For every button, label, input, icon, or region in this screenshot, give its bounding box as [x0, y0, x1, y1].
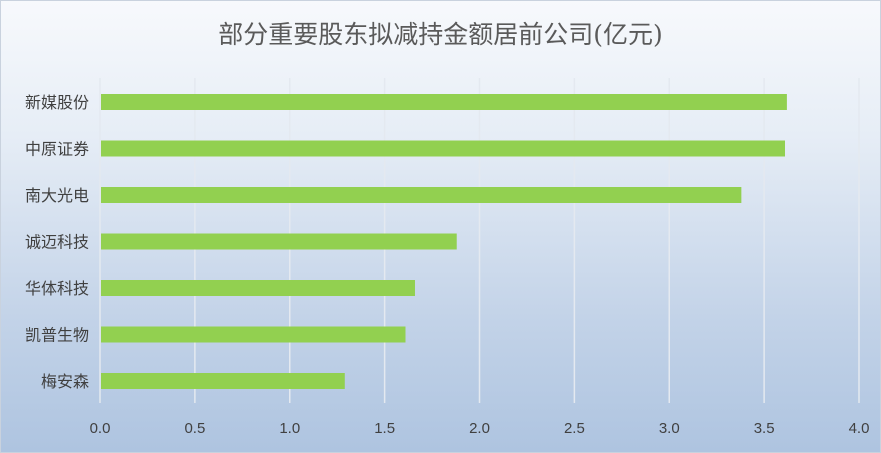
x-tick-label-6: 3.0: [659, 420, 680, 437]
x-tick-label-2: 1.0: [279, 420, 300, 437]
category-label-6: 梅安森: [41, 372, 89, 391]
category-label-4: 华体科技: [25, 279, 89, 298]
bar-6: [101, 373, 345, 389]
bar-2: [101, 187, 742, 203]
bar-3: [101, 233, 457, 250]
category-label-2: 南大光电: [25, 186, 89, 205]
chart-title: 部分重要股东拟减持金额居前公司(亿元): [218, 20, 663, 49]
x-tick-label-1: 0.5: [184, 420, 205, 437]
x-tick-labels: 0.0 0.5 1.0 1.5 2.0 2.5 3.0 3.5 4.0: [90, 420, 870, 437]
bar-0: [101, 94, 787, 110]
x-tick-label-5: 2.5: [564, 420, 585, 437]
bars: [101, 94, 787, 389]
x-tick-label-7: 3.5: [754, 420, 775, 437]
category-label-0: 新媒股份: [25, 93, 89, 112]
x-tick-label-3: 1.5: [374, 420, 395, 437]
bar-1: [101, 140, 785, 157]
category-label-3: 诚迈科技: [25, 233, 89, 252]
category-label-5: 凯普生物: [25, 326, 89, 345]
x-tick-label-0: 0.0: [90, 420, 111, 437]
x-tick-label-8: 4.0: [849, 420, 870, 437]
category-label-1: 中原证券: [25, 140, 89, 159]
x-tick-label-4: 2.0: [469, 420, 490, 437]
bar-5: [101, 326, 406, 343]
bar-4: [101, 280, 415, 296]
